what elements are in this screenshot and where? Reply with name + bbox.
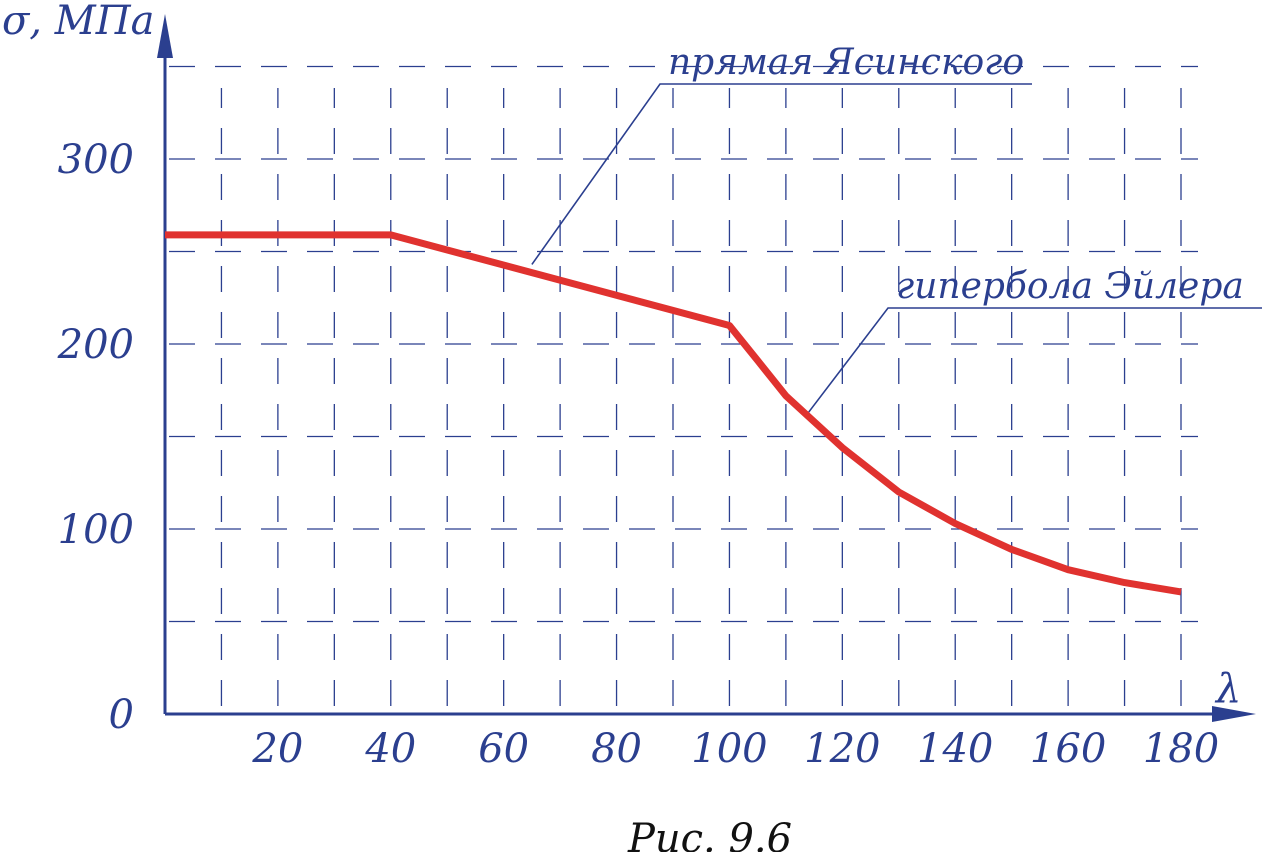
curve <box>165 231 1182 596</box>
annotation-leader-line <box>531 83 1032 265</box>
x-tick-label: 60 <box>478 726 529 772</box>
grid <box>165 65 1198 714</box>
annotation-label: гипербола Эйлера <box>896 266 1244 307</box>
x-tick-label: 40 <box>364 726 416 772</box>
y-tick-label: 300 <box>58 137 134 183</box>
y-axis-arrow <box>157 14 173 58</box>
axes <box>157 14 1256 722</box>
y-tick-label: 200 <box>57 322 134 368</box>
figure-caption: Рис. 9.6 <box>627 816 792 852</box>
annotations: прямая Ясинского гипербола Эйлера <box>531 42 1262 413</box>
x-axis-arrow <box>1212 706 1256 722</box>
x-axis-label: λ <box>1214 666 1241 712</box>
x-tick-label: 80 <box>591 726 642 772</box>
y-tick-label: 0 <box>109 692 134 738</box>
x-tick-label: 180 <box>1143 726 1219 772</box>
y-axis-label: σ, МПа <box>2 0 154 44</box>
tick-labels: 20 40 60 80 100 120 140 160 180 0 100 200 300 <box>57 137 1220 772</box>
critical-stress-curve <box>165 231 1182 596</box>
x-tick-label: 20 <box>251 726 303 772</box>
annotation-leader-line <box>807 307 1262 413</box>
x-tick-label: 160 <box>1030 726 1106 772</box>
x-tick-label: 140 <box>917 726 993 772</box>
annotation-label: прямая Ясинского <box>668 42 1024 83</box>
y-tick-label: 100 <box>58 507 134 553</box>
x-tick-label: 100 <box>691 726 767 772</box>
x-tick-label: 120 <box>804 726 880 772</box>
